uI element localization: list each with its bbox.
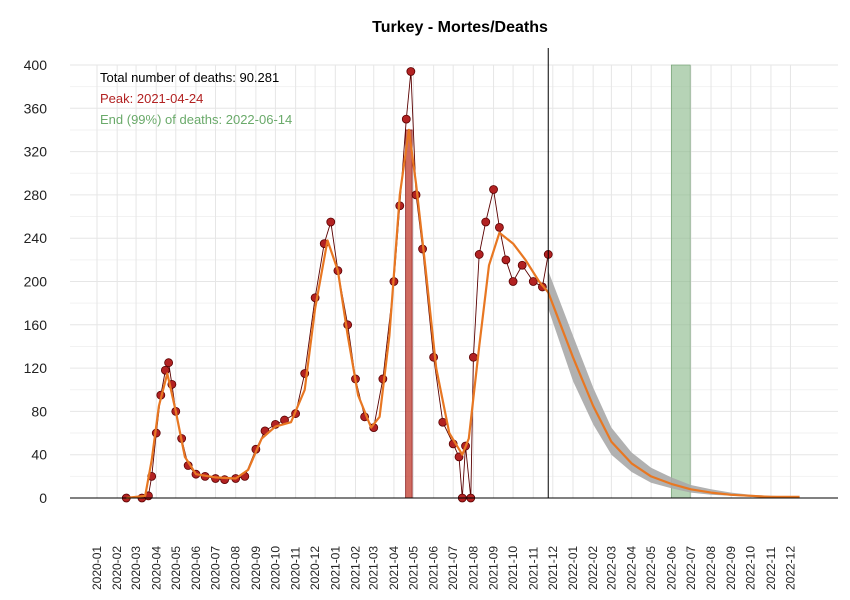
x-tick-label: 2021-10	[506, 546, 520, 590]
x-tick-label: 2021-03	[367, 546, 381, 590]
chart-title: Turkey - Mortes/Deaths	[372, 19, 548, 36]
y-tick-label: 400	[24, 57, 48, 73]
x-tick-label: 2020-06	[189, 546, 203, 590]
observed-series	[121, 67, 553, 503]
y-tick-label: 360	[24, 100, 48, 116]
x-tick-label: 2020-08	[229, 546, 243, 590]
observed-point	[160, 365, 170, 375]
y-tick-label: 240	[24, 230, 48, 246]
observed-point	[508, 277, 518, 286]
fit-series	[126, 128, 800, 500]
observed-point	[489, 185, 498, 194]
x-tick-label: 2022-11	[764, 547, 778, 590]
x-tick-label: 2022-04	[625, 546, 639, 590]
x-tick-label: 2022-03	[604, 546, 618, 590]
x-tick-label: 2020-03	[129, 546, 143, 590]
x-tick-label: 2022-05	[644, 546, 658, 590]
annotation-total: Total number of deaths: 90.281	[100, 70, 279, 85]
observed-point	[501, 255, 511, 265]
observed-point	[454, 452, 464, 462]
x-tick-label: 2022-08	[704, 546, 718, 590]
x-tick-label: 2020-12	[308, 546, 322, 590]
x-tick-label: 2022-02	[586, 546, 600, 590]
observed-point	[474, 250, 484, 259]
x-tick-label: 2022-01	[566, 546, 580, 590]
x-tick-label: 2020-04	[149, 546, 163, 590]
y-tick-label: 160	[24, 317, 48, 333]
end-bar	[671, 64, 691, 499]
highlight-bars	[405, 64, 691, 499]
observed-point	[326, 217, 336, 227]
y-tick-label: 120	[24, 360, 48, 376]
observed-point	[528, 277, 538, 286]
observed-point	[406, 67, 416, 76]
peak-bar	[405, 129, 413, 499]
x-tick-label: 2021-04	[387, 546, 401, 590]
observed-point	[481, 217, 491, 227]
x-tick-label: 2020-07	[209, 546, 223, 590]
x-tick-label: 2021-01	[328, 546, 342, 590]
y-tick-label: 200	[24, 274, 48, 290]
x-tick-label: 2020-10	[268, 546, 282, 590]
observed-point	[495, 222, 504, 232]
tick-labels: 0 40 80 120 160 200 240 280 320 360 400 2020-01 2020…	[24, 57, 798, 590]
grid	[70, 64, 838, 499]
y-tick-label: 280	[24, 187, 48, 203]
observed-point	[468, 352, 478, 362]
x-tick-label: 2021-09	[487, 546, 501, 590]
x-tick-label: 2021-12	[546, 546, 560, 590]
x-tick-label: 2021-05	[406, 546, 420, 590]
observed-point	[164, 358, 174, 368]
axes	[70, 48, 838, 499]
y-tick-label: 40	[31, 447, 47, 463]
x-tick-label: 2021-02	[349, 546, 363, 590]
fit-line	[126, 128, 800, 500]
x-tick-label: 2022-06	[664, 546, 678, 590]
annotation-peak: Peak: 2021-04-24	[100, 91, 203, 106]
x-tick-label: 2020-05	[169, 546, 183, 590]
y-tick-label: 80	[31, 403, 47, 419]
annotation-end: End (99%) of deaths: 2022-06-14	[100, 112, 292, 127]
x-tick-label: 2021-06	[427, 546, 441, 590]
y-tick-label: 320	[24, 144, 48, 160]
annotations: Total number of deaths: 90.281 Peak: 202…	[100, 70, 292, 127]
observed-point	[401, 114, 411, 124]
x-tick-label: 2022-12	[783, 546, 797, 590]
x-tick-label: 2022-10	[744, 546, 758, 590]
observed-point	[517, 260, 527, 270]
x-tick-label: 2020-11	[289, 547, 303, 590]
x-tick-label: 2020-01	[90, 546, 104, 590]
x-tick-label: 2022-09	[724, 546, 738, 590]
x-tick-label: 2021-08	[466, 546, 480, 590]
x-tick-label: 2021-07	[446, 546, 460, 590]
y-tick-label: 0	[39, 490, 47, 506]
x-tick-label: 2020-09	[249, 546, 263, 590]
x-tick-label: 2021-11	[526, 547, 540, 590]
x-tick-label: 2022-07	[684, 546, 698, 590]
x-tick-label: 2020-02	[110, 546, 124, 590]
